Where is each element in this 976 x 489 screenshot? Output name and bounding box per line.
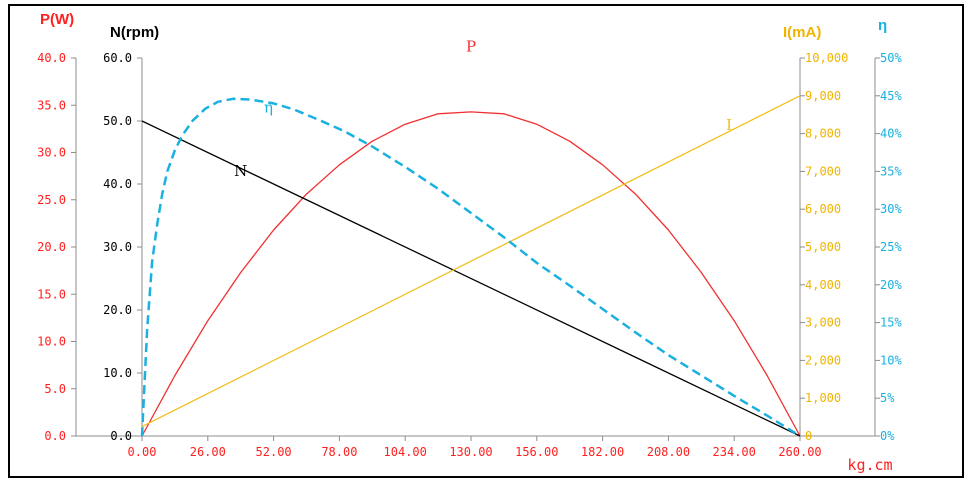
x-tick-label: 260.00 [778,445,821,459]
efficiency-tick-label: 30% [880,202,902,216]
speed-tick-label: 60.0 [103,51,132,65]
efficiency-tick-label: 15% [880,316,902,330]
efficiency-axis-title: η [878,17,887,34]
speed-tick-label: 50.0 [103,114,132,128]
power-axis-title: P(W) [40,11,74,28]
current-tick-label: 9,000 [805,89,841,103]
x-axis-label: kg.cm [847,456,892,474]
current-tick-label: 5,000 [805,240,841,254]
chart-frame [8,4,964,478]
x-tick-label: 234.00 [713,445,756,459]
speed-tick-label: 20.0 [103,303,132,317]
speed-tick-label: 0.0 [110,429,132,443]
series-label-4: η [264,98,273,116]
power-tick-label: 30.0 [37,146,66,160]
x-tick-label: 182.00 [581,445,624,459]
efficiency-tick-label: 35% [880,164,902,178]
series-label-1: P [466,37,476,55]
power-tick-label: 10.0 [37,335,66,349]
axes-layer: 0.00 26.00 52.00 78.00 104.00 130.00 156.00 182… [37,11,902,474]
efficiency-tick-label: 45% [880,89,902,103]
series-layer [140,95,801,438]
series-line-2 [141,120,801,437]
current-tick-label: 8,000 [805,127,841,141]
current-tick-label: 3,000 [805,316,841,330]
label-layer: P N Iη [234,37,732,179]
x-tick-label: 0.00 [128,445,157,459]
speed-tick-label: 10.0 [103,366,132,380]
efficiency-tick-label: 20% [880,278,902,292]
series-label-2: N [234,162,247,180]
series-line-4 [140,97,801,438]
efficiency-tick-label: 40% [880,127,902,141]
x-tick-label: 26.00 [190,445,226,459]
current-axis-title: I(mA) [783,24,821,41]
current-tick-label: 7,000 [805,164,841,178]
power-tick-label: 15.0 [37,287,66,301]
power-tick-label: 5.0 [44,382,66,396]
power-tick-label: 0.0 [44,429,66,443]
current-tick-label: 10,000 [805,51,848,65]
speed-tick-label: 30.0 [103,240,132,254]
x-tick-label: 78.00 [321,445,357,459]
current-tick-label: 0 [805,429,812,443]
series-label-3: I [726,116,732,134]
x-tick-label: 208.00 [647,445,690,459]
series-line-3 [141,95,801,428]
efficiency-tick-label: 25% [880,240,902,254]
series-line-1 [141,111,801,437]
power-tick-label: 35.0 [37,98,66,112]
current-tick-label: 1,000 [805,391,841,405]
efficiency-tick-label: 50% [880,51,902,65]
speed-tick-label: 40.0 [103,177,132,191]
x-tick-label: 130.00 [449,445,492,459]
efficiency-tick-label: 10% [880,353,902,367]
current-tick-label: 2,000 [805,353,841,367]
power-tick-label: 25.0 [37,193,66,207]
efficiency-tick-label: 5% [880,391,895,405]
x-tick-label: 104.00 [384,445,427,459]
efficiency-tick-label: 0% [880,429,895,443]
x-tick-label: 156.00 [515,445,558,459]
x-tick-label: 52.00 [256,445,292,459]
current-tick-label: 4,000 [805,278,841,292]
current-tick-label: 6,000 [805,202,841,216]
power-tick-label: 40.0 [37,51,66,65]
speed-axis-title: N(rpm) [110,24,159,41]
power-tick-label: 20.0 [37,240,66,254]
